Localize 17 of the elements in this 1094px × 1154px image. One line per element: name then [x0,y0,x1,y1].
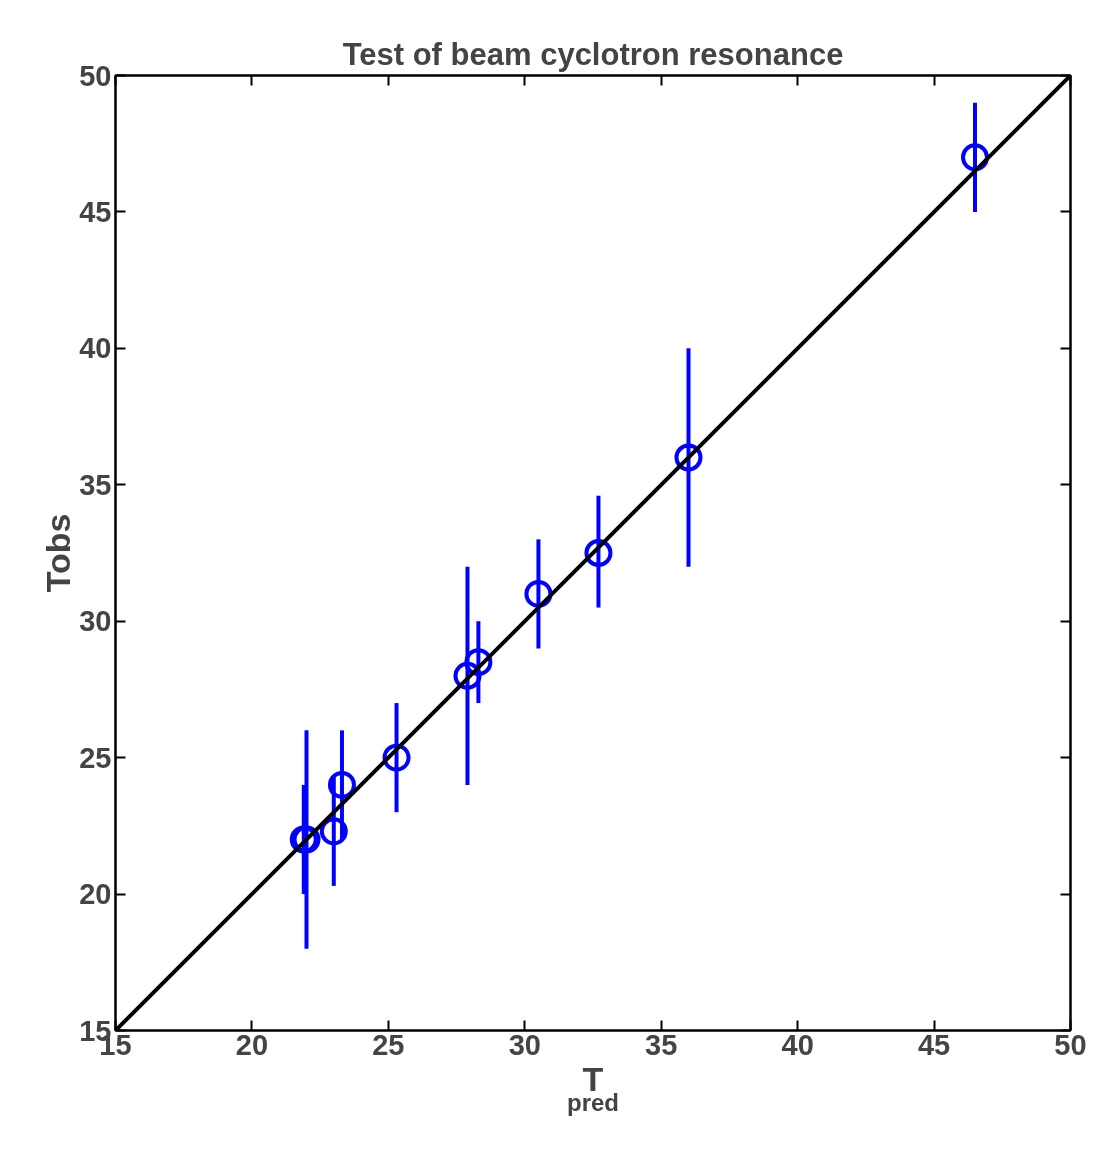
x-tick-label: 50 [1054,1028,1087,1061]
y-tick-label: 25 [79,741,112,774]
x-tick-label: 20 [235,1028,269,1061]
x-tick-label: 45 [917,1028,951,1061]
chart-title: Test of beam cyclotron resonance [342,36,844,72]
x-tick-label: 40 [781,1028,814,1061]
y-tick-label: 20 [79,878,112,911]
y-tick-label: 30 [79,605,112,638]
x-tick-label: 25 [372,1028,405,1061]
y-axis-title: Tobs [38,513,77,593]
x-tick-label: 35 [645,1028,678,1061]
y-tick-label: 45 [79,195,112,228]
y-tick-label: 40 [79,332,112,365]
y-tick-label: 50 [79,59,112,92]
y-tick-label: 35 [79,468,112,501]
x-tick-label: 30 [508,1028,541,1061]
x-axis-title: Tpred [567,1059,620,1116]
